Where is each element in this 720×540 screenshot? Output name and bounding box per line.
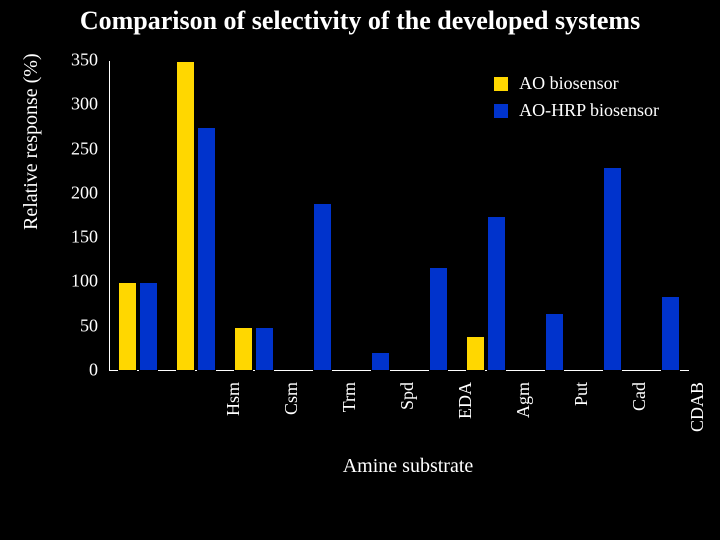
x-category-label: EDA xyxy=(455,382,476,462)
bar xyxy=(603,167,622,371)
y-tick-label: 50 xyxy=(48,315,98,336)
bar xyxy=(118,282,137,371)
y-tick-label: 250 xyxy=(48,138,98,159)
x-category-label: Csm xyxy=(281,382,302,462)
bar xyxy=(234,327,253,371)
x-category-label: Spd xyxy=(397,382,418,462)
bar xyxy=(313,203,332,371)
bar xyxy=(371,352,390,371)
bar-container xyxy=(109,61,689,371)
bar xyxy=(429,267,448,372)
bar xyxy=(139,282,158,371)
x-category-label: Trm xyxy=(339,382,360,462)
y-axis-title: Relative response (%) xyxy=(20,53,43,230)
y-tick-label: 300 xyxy=(48,94,98,115)
bar xyxy=(197,127,216,371)
y-tick-label: 150 xyxy=(48,227,98,248)
y-tick-label: 0 xyxy=(48,360,98,381)
y-tick-label: 350 xyxy=(48,50,98,71)
bar xyxy=(255,327,274,371)
x-category-label: Agm xyxy=(513,382,534,462)
x-category-label: Cad xyxy=(629,382,650,462)
bar xyxy=(176,61,195,371)
bar xyxy=(466,336,485,371)
bar xyxy=(545,313,564,371)
chart-title: Comparison of selectivity of the develop… xyxy=(0,6,720,36)
bar xyxy=(661,296,680,371)
x-category-label: CDAB xyxy=(687,382,708,462)
x-category-label: Hsm xyxy=(223,382,244,462)
x-category-label: Put xyxy=(571,382,592,462)
y-tick-label: 100 xyxy=(48,271,98,292)
chart-plot-area: AO biosensor AO-HRP biosensor xyxy=(108,60,690,372)
y-tick-label: 200 xyxy=(48,182,98,203)
bar xyxy=(487,216,506,371)
x-axis-title: Amine substrate xyxy=(308,455,508,478)
slide: Comparison of selectivity of the develop… xyxy=(0,0,720,540)
